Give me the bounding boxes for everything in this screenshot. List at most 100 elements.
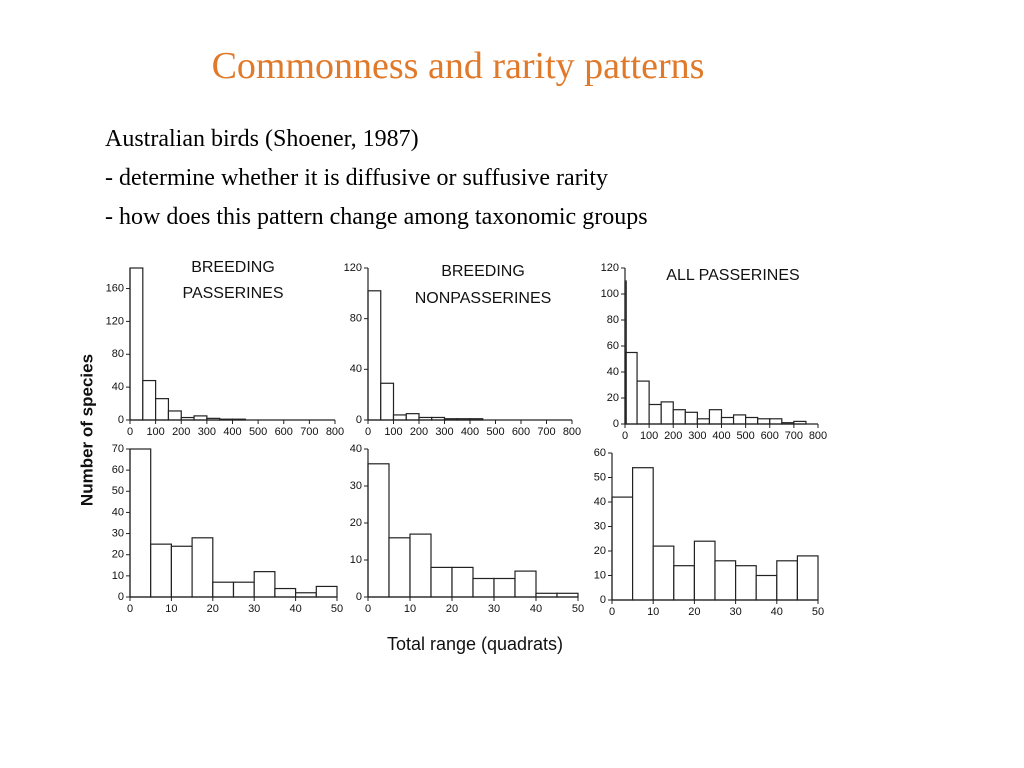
bar (142, 379, 157, 421)
bar (274, 587, 297, 598)
x-tick-label: 700 (785, 430, 803, 442)
x-tick-label: 100 (146, 426, 164, 438)
bar (611, 496, 634, 601)
bar (769, 418, 783, 425)
x-tick-label: 700 (300, 426, 318, 438)
bar (191, 537, 214, 598)
x-tick-label: 0 (609, 606, 615, 618)
y-tick-label: 0 (356, 591, 362, 603)
y-tick-label: 20 (607, 392, 619, 404)
y-tick-label: 40 (594, 496, 606, 508)
y-tick-label: 40 (112, 506, 124, 518)
x-tick-label: 40 (771, 606, 783, 618)
bar (745, 416, 759, 425)
bar (409, 533, 432, 598)
bar (150, 543, 172, 598)
bar (693, 540, 716, 601)
bar (405, 413, 420, 421)
x-tick-label: 400 (461, 426, 479, 438)
slide-body: Australian birds (Shoener, 1987) - deter… (105, 120, 648, 237)
y-tick-label: 0 (356, 414, 362, 426)
y-tick-label: 0 (600, 594, 606, 606)
bar (631, 467, 654, 601)
y-tick-label: 20 (112, 549, 124, 561)
bar (755, 574, 778, 601)
y-tick-label: 60 (112, 464, 124, 476)
bar (673, 565, 695, 601)
chart-title: NONPASSERINES (415, 290, 552, 307)
bar (776, 560, 798, 601)
y-tick-label: 120 (344, 262, 362, 274)
y-tick-label: 40 (112, 381, 124, 393)
x-tick-label: 20 (688, 606, 700, 618)
y-tick-label: 60 (607, 340, 619, 352)
bar (472, 577, 495, 598)
x-tick-label: 0 (365, 426, 371, 438)
y-tick-label: 30 (350, 480, 362, 492)
y-tick-label: 80 (112, 348, 124, 360)
x-tick-label: 50 (331, 603, 343, 615)
x-tick-label: 0 (622, 430, 628, 442)
bar (720, 416, 735, 425)
bar (388, 537, 411, 598)
bar (129, 267, 144, 421)
y-tick-label: 0 (613, 418, 619, 430)
y-tick-label: 50 (594, 471, 606, 483)
x-tick-label: 800 (809, 430, 827, 442)
bar (708, 409, 723, 425)
x-tick-label: 300 (688, 430, 706, 442)
bar (514, 570, 537, 598)
y-tick-label: 80 (350, 313, 362, 325)
x-tick-label: 500 (249, 426, 267, 438)
y-tick-label: 40 (350, 443, 362, 455)
bar (367, 463, 390, 598)
bar (392, 414, 407, 421)
x-tick-label: 200 (664, 430, 682, 442)
bar (232, 581, 255, 598)
y-tick-label: 60 (594, 447, 606, 459)
y-tick-label: 40 (350, 363, 362, 375)
x-tick-label: 10 (165, 603, 177, 615)
y-tick-label: 80 (607, 314, 619, 326)
bar (648, 403, 662, 425)
x-tick-label: 200 (410, 426, 428, 438)
x-tick-label: 400 (223, 426, 241, 438)
x-tick-label: 0 (127, 426, 133, 438)
x-tick-label: 30 (488, 603, 500, 615)
y-tick-label: 70 (112, 443, 124, 455)
y-tick-label: 120 (106, 315, 124, 327)
bar (672, 409, 686, 425)
text-line: - determine whether it is diffusive or s… (105, 165, 608, 191)
y-tick-label: 160 (106, 282, 124, 294)
bar (212, 581, 235, 598)
bar (367, 290, 382, 421)
bar (684, 411, 698, 425)
y-tick-label: 10 (112, 570, 124, 582)
bar (757, 418, 771, 425)
x-tick-label: 10 (404, 603, 416, 615)
x-tick-label: 800 (563, 426, 581, 438)
x-tick-label: 10 (647, 606, 659, 618)
x-tick-label: 400 (712, 430, 730, 442)
y-tick-label: 30 (112, 527, 124, 539)
bar (155, 398, 170, 421)
bar (696, 418, 711, 425)
bar (714, 560, 737, 601)
text-line: - how does this pattern change among tax… (105, 204, 648, 230)
bar (380, 382, 395, 421)
x-tick-label: 600 (512, 426, 530, 438)
chart-title: BREEDING (191, 259, 275, 276)
y-tick-label: 0 (118, 591, 124, 603)
bar (625, 351, 638, 425)
bar (493, 577, 516, 598)
slide-title: Commonness and rarity patterns (211, 45, 705, 87)
x-tick-label: 300 (435, 426, 453, 438)
x-tick-label: 50 (572, 603, 584, 615)
bar (167, 410, 182, 421)
bar (660, 401, 674, 425)
bar (732, 414, 747, 425)
bar (295, 592, 317, 598)
bar (129, 448, 152, 598)
bar (253, 571, 276, 598)
